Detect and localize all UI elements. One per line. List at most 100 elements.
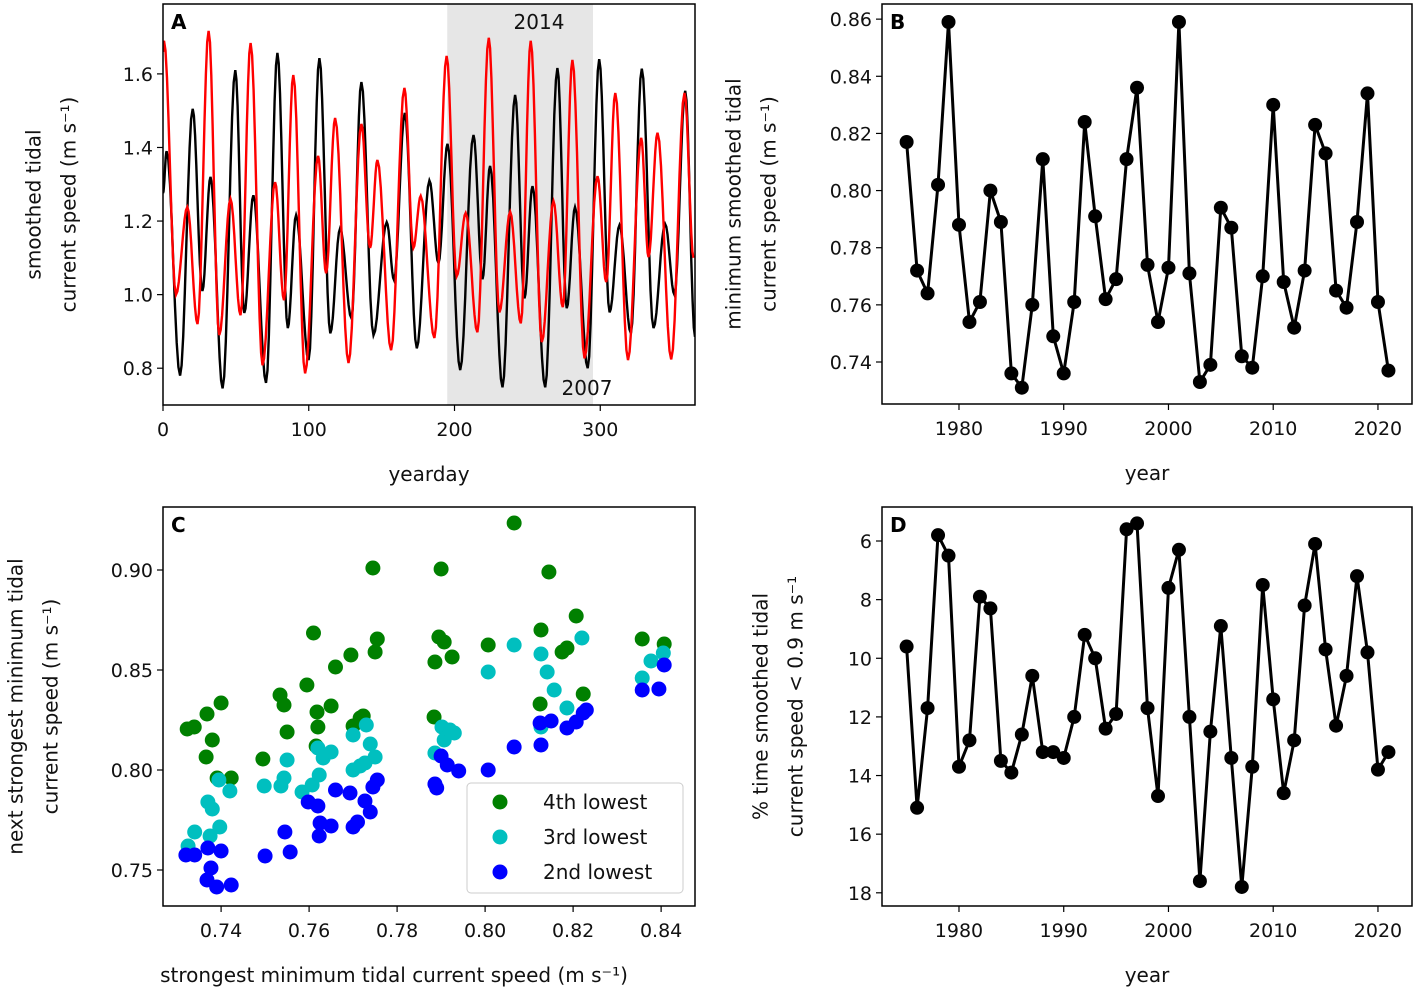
panel-label: B xyxy=(890,10,905,34)
scatter-point-4th-lowest xyxy=(444,649,460,665)
y-tick-label: 1.0 xyxy=(123,285,153,307)
data-point xyxy=(1224,750,1239,765)
plot-area xyxy=(899,516,1396,894)
data-point xyxy=(962,733,977,748)
data-point xyxy=(1056,750,1071,765)
data-point xyxy=(1276,786,1291,801)
x-tick-label: 0.80 xyxy=(464,920,506,942)
data-point xyxy=(1245,360,1260,375)
data-point xyxy=(1119,152,1134,167)
data-point xyxy=(1350,569,1365,584)
scatter-point-3rd-lowest xyxy=(204,801,220,817)
scatter-point-2nd-lowest xyxy=(209,879,225,895)
data-point xyxy=(1077,627,1092,642)
data-point xyxy=(951,217,966,232)
data-point xyxy=(1297,598,1312,613)
data-point xyxy=(1192,375,1207,389)
axes-frame xyxy=(162,3,696,406)
scatter-point-4th-lowest xyxy=(276,697,292,713)
y-tick-label: 0.90 xyxy=(111,560,153,582)
scatter-point-4th-lowest xyxy=(186,719,202,735)
scatter-point-4th-lowest xyxy=(223,770,239,786)
data-point xyxy=(1329,718,1344,733)
series-line-2007 xyxy=(163,52,695,389)
data-point xyxy=(993,753,1008,768)
data-point xyxy=(1381,745,1396,760)
data-point xyxy=(1004,765,1019,780)
y-tick-label: 12 xyxy=(848,707,872,729)
panel-label: C xyxy=(171,513,186,537)
y-tick-label: 14 xyxy=(848,766,872,788)
y-tick-label: 0.80 xyxy=(830,181,872,203)
data-point xyxy=(899,135,914,149)
y-axis-label: next strongest minimum tidal xyxy=(4,558,28,854)
data-point xyxy=(1140,257,1155,272)
data-point xyxy=(1014,727,1029,742)
data-point xyxy=(941,548,956,563)
scatter-point-3rd-lowest xyxy=(187,824,203,840)
panel-A: 2014 2007 A 0 100 200 300 0.8 1.0 1.2 1.4 1.6 yearda… xyxy=(22,3,696,486)
data-point xyxy=(1266,97,1281,112)
axes-frame xyxy=(881,3,1413,405)
y-tick-label: 6 xyxy=(860,531,872,553)
scatter-point-4th-lowest xyxy=(365,560,381,576)
data-point xyxy=(951,759,966,774)
x-tick-label: 0.78 xyxy=(376,920,418,942)
scatter-point-2nd-lowest xyxy=(257,848,273,864)
data-point xyxy=(1140,701,1155,716)
x-tick-label: 200 xyxy=(436,419,472,441)
y-axis-label: minimum smoothed tidal xyxy=(722,78,746,329)
x-tick-label: 0.82 xyxy=(552,920,594,942)
data-point xyxy=(1370,295,1385,309)
scatter-point-3rd-lowest xyxy=(211,772,227,788)
data-point xyxy=(1224,220,1239,235)
data-point xyxy=(1287,320,1302,335)
x-tick-label: 2010 xyxy=(1249,418,1297,440)
data-point xyxy=(920,286,935,301)
panel-label: A xyxy=(171,10,187,34)
data-point xyxy=(1088,209,1103,224)
data-point xyxy=(1035,152,1050,167)
scatter-point-2nd-lowest xyxy=(369,772,385,788)
y-axis-label: smoothed tidal xyxy=(22,129,46,279)
data-point xyxy=(1203,724,1218,739)
scatter-point-2nd-lowest xyxy=(187,847,203,863)
scatter-point-4th-lowest xyxy=(299,677,315,693)
scatter-point-4th-lowest xyxy=(309,704,325,720)
scatter-point-4th-lowest xyxy=(323,698,339,714)
data-point xyxy=(1067,295,1082,309)
data-point xyxy=(1130,516,1145,531)
scatter-point-3rd-lowest xyxy=(546,682,562,698)
scatter-point-2nd-lowest xyxy=(543,713,559,729)
scatter-point-3rd-lowest xyxy=(634,670,650,686)
y-tick-label: 1.2 xyxy=(123,211,153,233)
legend-marker xyxy=(492,864,508,880)
data-point xyxy=(1339,668,1354,683)
panel-D: D 1980 1990 2000 2010 2020 6 8 10 12 14 16 18 year % t… xyxy=(749,506,1413,987)
scatter-point-2nd-lowest xyxy=(223,877,239,893)
scatter-point-3rd-lowest xyxy=(559,700,575,716)
y-tick-label: 1.6 xyxy=(123,64,153,86)
y-tick-label: 8 xyxy=(860,590,872,612)
scatter-point-3rd-lowest xyxy=(446,725,462,741)
y-axis-label: current speed < 0.9 m s⁻¹ xyxy=(784,576,808,837)
data-point xyxy=(910,800,925,815)
scatter-point-3rd-lowest xyxy=(643,653,659,669)
x-tick-label: 1990 xyxy=(1040,920,1088,942)
scatter-point-4th-lowest xyxy=(255,751,271,767)
data-point xyxy=(1360,645,1375,660)
x-tick-label: 0.74 xyxy=(200,920,242,942)
scatter-point-4th-lowest xyxy=(541,564,557,580)
data-point xyxy=(1035,745,1050,760)
data-point xyxy=(1046,329,1061,344)
data-point xyxy=(1004,366,1019,381)
scatter-point-4th-lowest xyxy=(199,706,215,722)
data-point xyxy=(1088,651,1103,666)
scatter-point-3rd-lowest xyxy=(276,770,292,786)
data-point xyxy=(1161,260,1176,275)
scatter-point-4th-lowest xyxy=(427,654,443,670)
x-axis-label: yearday xyxy=(388,462,469,486)
scatter-point-2nd-lowest xyxy=(578,702,594,718)
data-point xyxy=(1255,577,1270,592)
